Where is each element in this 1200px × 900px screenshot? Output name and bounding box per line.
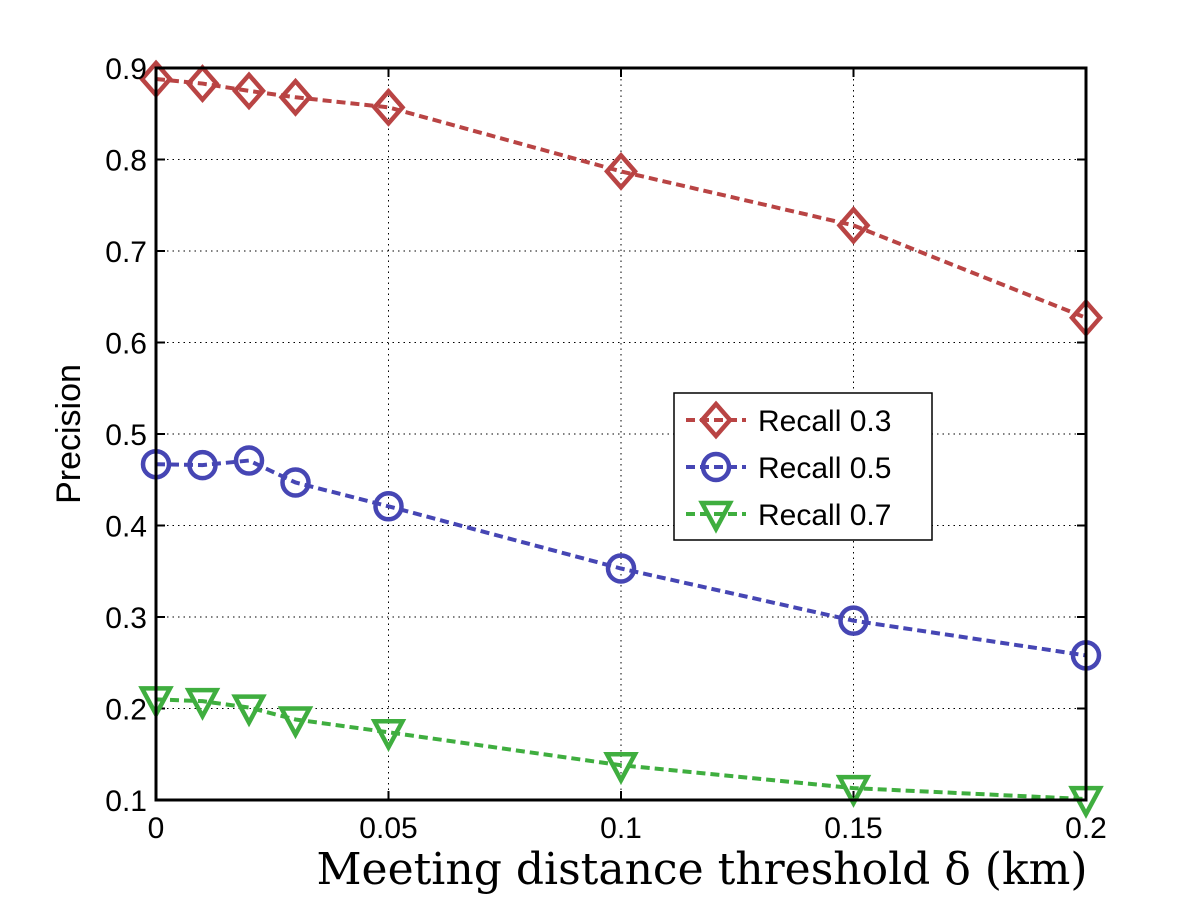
x-tick-label: 0 (148, 812, 165, 845)
y-tick-label: 0.8 (105, 145, 147, 178)
x-axis-label: Meeting distance threshold δ (km) (316, 844, 1087, 895)
series-line-2 (155, 697, 1087, 802)
data-point-s2-5 (603, 751, 639, 785)
legend-label-0: Recall 0.3 (758, 405, 891, 438)
tick-labels: 0 0.05 0.1 0.15 0.2 0.1 0.2 0.3 0.4 0.5 0.6 0.7 0.8 0… (105, 53, 1107, 845)
legend-label-1: Recall 0.5 (758, 452, 891, 485)
y-tick-label: 0.9 (105, 53, 147, 86)
data-point-s1-6 (838, 605, 869, 636)
legend-marker-1 (700, 451, 732, 483)
data-point-s1-5 (605, 553, 637, 584)
data-point-s2-6 (835, 774, 872, 808)
data-point-s2-4 (370, 719, 407, 753)
data-point-s0-3 (278, 77, 313, 117)
data-point-s0-1 (185, 64, 220, 103)
data-point-s1-4 (373, 491, 404, 522)
legend-label-2: Recall 0.7 (758, 499, 891, 532)
x-tick-label: 0.15 (824, 812, 882, 845)
y-axis-label: Precision (50, 364, 88, 504)
data-point-s2-2 (231, 694, 267, 728)
data-point-s2-3 (277, 706, 314, 740)
legend-marker-2 (698, 500, 734, 534)
y-tick-label: 0.7 (105, 236, 147, 269)
legend-marker-0 (699, 400, 733, 440)
data-point-s0-5 (604, 151, 638, 191)
series-lines (155, 76, 1087, 802)
data-point-s2-1 (184, 687, 221, 721)
legend: Recall 0.3 Recall 0.5 Recall 0.7 (673, 392, 933, 541)
data-point-s1-1 (187, 449, 218, 481)
y-tick-label: 0.5 (105, 419, 147, 452)
y-tick-label: 0.2 (105, 694, 147, 727)
y-tick-label: 0.1 (105, 785, 147, 818)
series-line-0 (155, 76, 1087, 320)
y-tick-label: 0.4 (105, 511, 147, 544)
x-tick-label: 0.1 (600, 812, 642, 845)
y-tick-label: 0.6 (105, 328, 147, 361)
x-tick-label: 0.2 (1065, 812, 1107, 845)
x-tick-label: 0.05 (359, 812, 417, 845)
data-point-s1-3 (280, 467, 311, 498)
data-point-s0-4 (371, 87, 406, 127)
series-line-1 (155, 458, 1087, 658)
data-point-s0-6 (836, 205, 871, 245)
y-tick-label: 0.3 (105, 602, 147, 635)
plot-frame (154, 66, 1088, 802)
data-point-s0-2 (232, 71, 266, 111)
data-point-s1-2 (233, 445, 265, 476)
